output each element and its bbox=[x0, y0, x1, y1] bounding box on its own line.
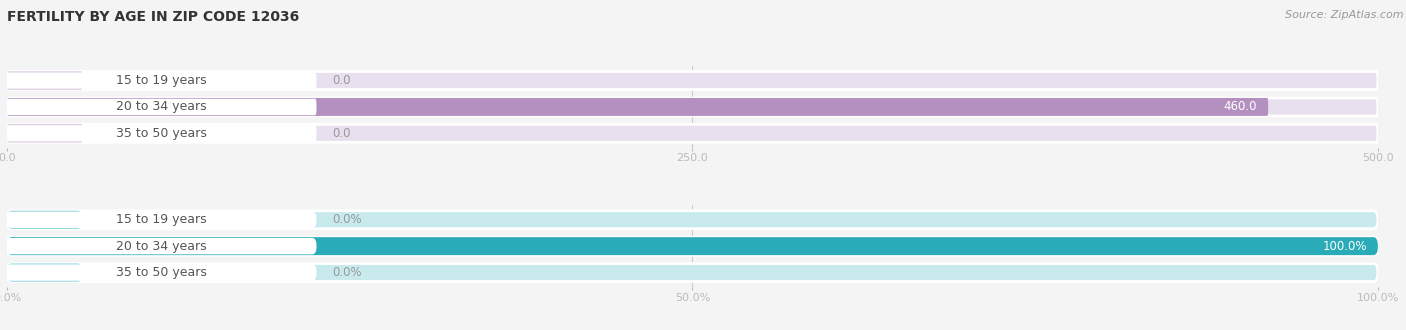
FancyBboxPatch shape bbox=[7, 264, 1378, 281]
Text: 460.0: 460.0 bbox=[1223, 100, 1257, 114]
FancyBboxPatch shape bbox=[7, 73, 315, 88]
FancyBboxPatch shape bbox=[7, 126, 315, 141]
Text: 20 to 34 years: 20 to 34 years bbox=[115, 240, 207, 253]
Text: 20 to 34 years: 20 to 34 years bbox=[115, 100, 207, 114]
Text: 0.0: 0.0 bbox=[332, 74, 350, 87]
FancyBboxPatch shape bbox=[7, 72, 83, 89]
FancyBboxPatch shape bbox=[7, 211, 83, 229]
FancyBboxPatch shape bbox=[7, 237, 1378, 255]
FancyBboxPatch shape bbox=[7, 239, 315, 253]
FancyBboxPatch shape bbox=[7, 98, 1268, 116]
FancyBboxPatch shape bbox=[7, 213, 315, 227]
Text: 35 to 50 years: 35 to 50 years bbox=[115, 266, 207, 279]
FancyBboxPatch shape bbox=[7, 124, 83, 142]
Text: 0.0%: 0.0% bbox=[332, 213, 361, 226]
Text: 0.0: 0.0 bbox=[332, 127, 350, 140]
FancyBboxPatch shape bbox=[7, 264, 83, 281]
Text: 100.0%: 100.0% bbox=[1323, 240, 1367, 253]
FancyBboxPatch shape bbox=[7, 211, 1378, 229]
FancyBboxPatch shape bbox=[7, 237, 1378, 255]
Text: Source: ZipAtlas.com: Source: ZipAtlas.com bbox=[1285, 10, 1403, 20]
FancyBboxPatch shape bbox=[7, 124, 1378, 142]
FancyBboxPatch shape bbox=[7, 72, 1378, 89]
Text: 15 to 19 years: 15 to 19 years bbox=[115, 74, 207, 87]
FancyBboxPatch shape bbox=[7, 98, 1378, 116]
FancyBboxPatch shape bbox=[7, 100, 315, 114]
Text: 15 to 19 years: 15 to 19 years bbox=[115, 213, 207, 226]
Text: FERTILITY BY AGE IN ZIP CODE 12036: FERTILITY BY AGE IN ZIP CODE 12036 bbox=[7, 10, 299, 24]
Text: 35 to 50 years: 35 to 50 years bbox=[115, 127, 207, 140]
Text: 0.0%: 0.0% bbox=[332, 266, 361, 279]
FancyBboxPatch shape bbox=[7, 265, 315, 280]
